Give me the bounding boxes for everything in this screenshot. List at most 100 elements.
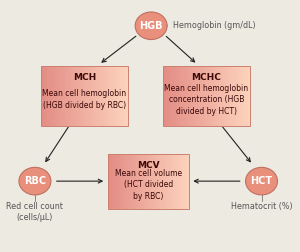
Bar: [183, 153, 185, 209]
Text: HCT: HCT: [250, 176, 273, 186]
Bar: [78, 66, 80, 126]
Bar: [102, 66, 104, 126]
Bar: [146, 153, 148, 209]
Bar: [163, 153, 164, 209]
Bar: [120, 153, 122, 209]
Bar: [45, 66, 47, 126]
Bar: [169, 66, 172, 126]
Bar: [132, 153, 134, 209]
Bar: [140, 153, 142, 209]
Bar: [98, 66, 100, 126]
Bar: [122, 66, 124, 126]
Bar: [58, 66, 60, 126]
Bar: [104, 66, 106, 126]
Bar: [163, 66, 165, 126]
Bar: [69, 66, 71, 126]
Bar: [128, 153, 130, 209]
Bar: [89, 66, 91, 126]
Bar: [165, 66, 167, 126]
Bar: [150, 153, 152, 209]
Bar: [198, 66, 200, 126]
Bar: [60, 66, 62, 126]
Bar: [154, 153, 156, 209]
Bar: [54, 66, 56, 126]
Bar: [189, 66, 191, 126]
Text: Mean cell hemoglobin
concentration (HGB
divided by HCT): Mean cell hemoglobin concentration (HGB …: [164, 84, 248, 116]
Circle shape: [135, 12, 167, 40]
Bar: [232, 66, 235, 126]
Bar: [108, 66, 110, 126]
Bar: [106, 66, 108, 126]
Circle shape: [19, 167, 51, 195]
Bar: [172, 153, 175, 209]
Bar: [174, 66, 176, 126]
Bar: [187, 153, 189, 209]
Bar: [93, 66, 95, 126]
Bar: [117, 66, 119, 126]
Bar: [100, 66, 102, 126]
Bar: [160, 153, 163, 209]
Bar: [134, 153, 136, 209]
Bar: [177, 153, 179, 209]
Bar: [167, 66, 169, 126]
Bar: [230, 66, 232, 126]
Bar: [178, 66, 180, 126]
Bar: [52, 66, 54, 126]
Bar: [171, 153, 172, 209]
Bar: [224, 66, 226, 126]
Bar: [110, 153, 112, 209]
Bar: [119, 66, 122, 126]
Bar: [175, 153, 177, 209]
Bar: [219, 66, 222, 126]
Bar: [222, 66, 224, 126]
Bar: [248, 66, 250, 126]
Text: HGB: HGB: [140, 21, 163, 31]
Bar: [180, 66, 182, 126]
Bar: [191, 66, 193, 126]
Text: Hemoglobin (gm/dL): Hemoglobin (gm/dL): [167, 21, 256, 30]
Bar: [204, 66, 206, 126]
Bar: [124, 153, 126, 209]
Text: Red cell count
(cells/μL): Red cell count (cells/μL): [7, 202, 63, 222]
Bar: [112, 66, 115, 126]
Bar: [195, 66, 198, 126]
Bar: [200, 66, 202, 126]
Bar: [243, 66, 246, 126]
Bar: [215, 66, 217, 126]
Bar: [246, 66, 248, 126]
Bar: [156, 153, 158, 209]
Bar: [235, 66, 237, 126]
Bar: [148, 153, 150, 209]
Bar: [187, 66, 189, 126]
Bar: [182, 66, 184, 126]
Bar: [136, 153, 138, 209]
Bar: [241, 66, 243, 126]
Bar: [86, 66, 89, 126]
Bar: [193, 66, 195, 126]
Bar: [65, 66, 67, 126]
Text: MCHC: MCHC: [191, 73, 221, 82]
Bar: [181, 153, 183, 209]
Bar: [126, 153, 128, 209]
Bar: [202, 66, 204, 126]
Bar: [91, 66, 93, 126]
Bar: [71, 66, 74, 126]
Bar: [62, 66, 65, 126]
Bar: [108, 153, 109, 209]
Circle shape: [246, 167, 278, 195]
Bar: [41, 66, 43, 126]
Bar: [74, 66, 76, 126]
Bar: [116, 153, 118, 209]
Text: Mean cell hemoglobin
(HGB divided by RBC): Mean cell hemoglobin (HGB divided by RBC…: [42, 89, 126, 110]
Bar: [118, 153, 120, 209]
Bar: [211, 66, 213, 126]
Bar: [164, 153, 166, 209]
Bar: [47, 66, 50, 126]
Bar: [172, 66, 174, 126]
Bar: [126, 66, 128, 126]
Bar: [138, 153, 140, 209]
Bar: [213, 66, 215, 126]
Bar: [185, 153, 187, 209]
Bar: [158, 153, 160, 209]
Bar: [226, 66, 228, 126]
